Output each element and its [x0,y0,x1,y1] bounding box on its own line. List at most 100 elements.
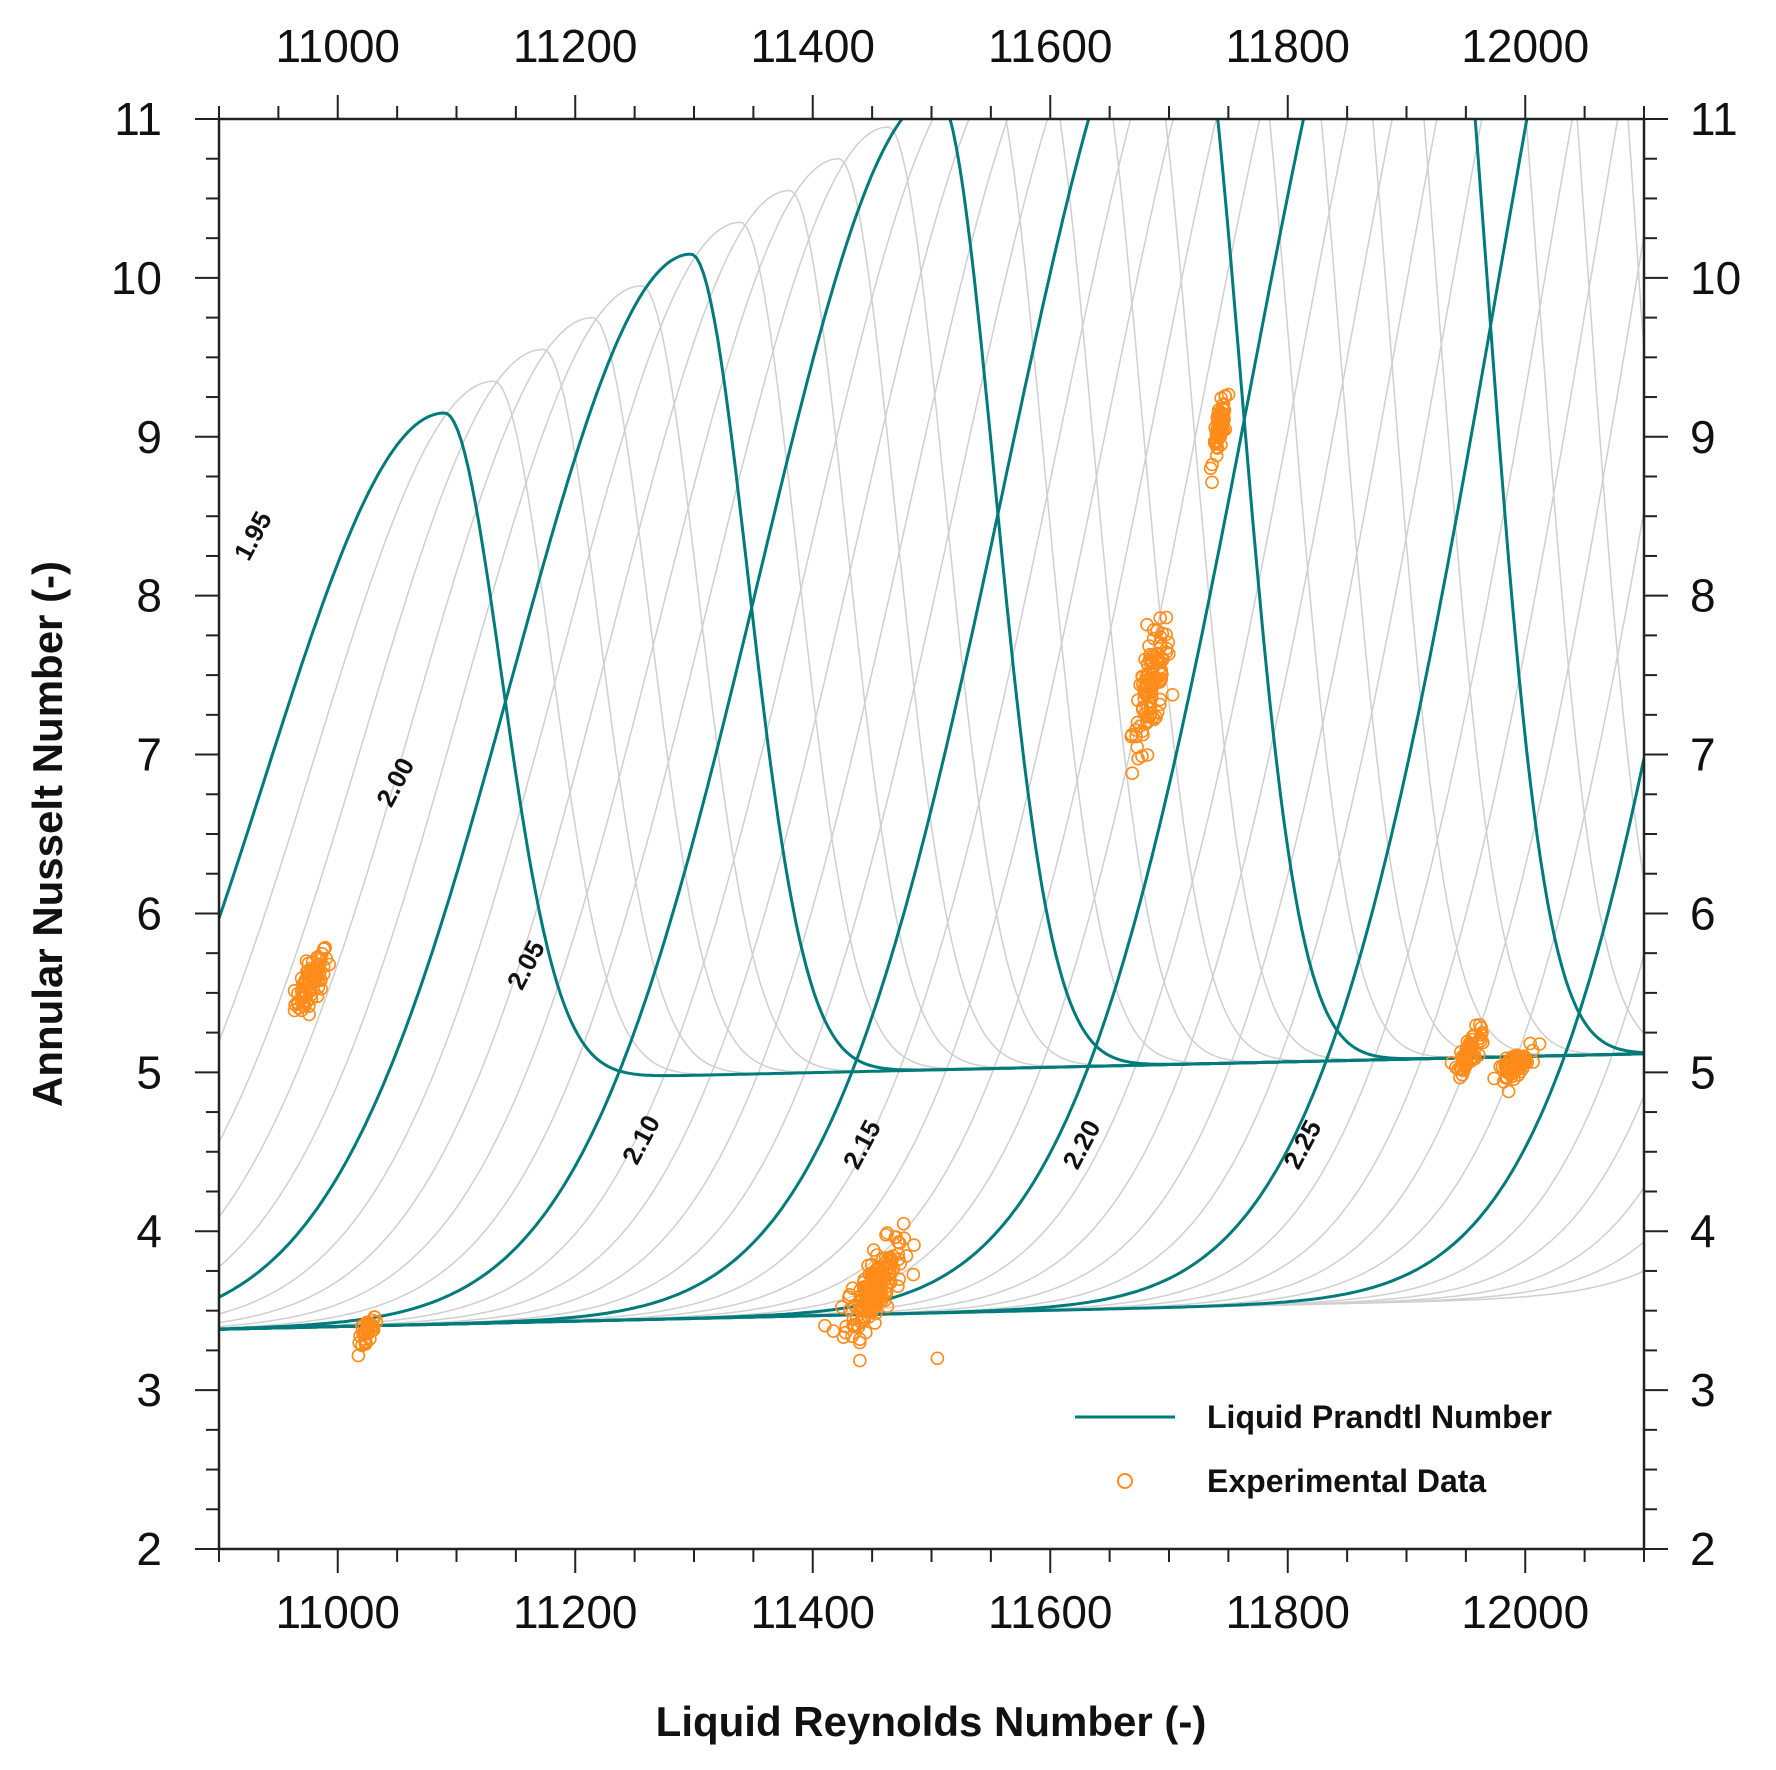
data-point [1125,766,1140,781]
x-tick-label-top: 11800 [1225,20,1350,72]
data-point [1143,681,1157,695]
data-point [351,1348,366,1363]
y-tick-label-right: 4 [1690,1205,1716,1257]
y-tick-label-left: 5 [136,1046,162,1098]
data-point [1216,398,1230,412]
data-point [369,1315,384,1329]
data-point [847,1317,861,1332]
y-tick-label-left: 3 [136,1364,162,1416]
axis-ticks [195,95,1668,1573]
data-point [300,964,314,979]
data-point [1503,1066,1518,1081]
data-point [826,1324,841,1338]
y-tick-label-right: 8 [1690,570,1716,622]
data-point [892,1272,907,1286]
experimental-data-points [287,387,1547,1368]
data-point [879,1228,893,1242]
x-tick-label-bottom: 11600 [988,1586,1113,1638]
y-tick-label-left: 8 [136,570,162,622]
x-tick-label-top: 11200 [513,20,638,72]
x-tick-label-top: 12000 [1461,20,1589,72]
data-point [1144,653,1159,668]
data-point [303,961,318,976]
data-point [311,980,326,995]
y-tick-label-left: 2 [136,1523,162,1575]
data-point [1159,610,1174,625]
data-point [1459,1042,1474,1056]
data-point [857,1272,872,1287]
x-tick-label-bottom: 11400 [750,1586,875,1638]
data-point [872,1260,887,1274]
data-point [1205,475,1219,490]
prandtl-highlight-curves [219,119,1644,1331]
data-point [930,1351,945,1366]
data-point [1210,440,1224,454]
data-point [1210,425,1224,440]
y-tick-label-left: 4 [136,1205,162,1257]
data-point [1124,729,1138,744]
data-point [839,1319,853,1334]
data-point [1154,672,1169,686]
data-point [1453,1070,1467,1085]
y-tick-label-right: 3 [1690,1364,1716,1416]
data-point [834,1300,849,1314]
x-tick-label-bottom: 12000 [1461,1586,1589,1638]
data-point [873,1279,888,1294]
data-point [322,957,337,972]
data-point [299,989,314,1003]
data-point [1133,719,1147,734]
y-tick-label-left: 10 [111,252,162,304]
y-tick-label-right: 10 [1690,252,1741,304]
data-point [1512,1053,1526,1068]
y-tick-label-right: 7 [1690,729,1716,781]
data-point [1145,710,1160,725]
data-point [316,959,331,974]
data-point [1216,409,1231,423]
y-tick-label-right: 6 [1690,887,1716,939]
y-tick-label-left: 11 [114,93,162,145]
prandtl-curve-2.25 [219,757,1644,1331]
data-point [1144,671,1158,685]
data-point [303,981,318,996]
data-point [891,1279,905,1293]
data-point [896,1216,911,1231]
data-point [868,1316,882,1330]
data-point [1209,435,1224,449]
data-point [858,1325,873,1340]
legend: Liquid Prandtl Number Experimental Data [1075,1399,1552,1499]
data-point [1140,617,1154,632]
y-tick-label-right: 9 [1690,411,1716,463]
data-point [1143,701,1158,716]
data-point [907,1238,921,1252]
data-point [353,1329,367,1343]
data-point [1214,405,1228,420]
data-point [852,1335,867,1350]
data-point [1214,391,1228,405]
data-point [842,1288,857,1302]
y-tick-label-left: 6 [136,887,162,939]
data-point [1140,748,1155,762]
data-point [1143,707,1158,722]
data-point [864,1257,879,1272]
data-point [1142,639,1156,653]
data-point [1466,1039,1480,1054]
data-point [1130,740,1144,754]
data-point [880,1226,895,1240]
data-point [314,973,328,988]
data-point [1155,651,1169,666]
data-point [1523,1036,1537,1051]
y-tick-label-left: 7 [136,729,162,781]
data-point [1221,387,1236,402]
data-point [892,1236,907,1250]
x-axis-title: Liquid Reynolds Number (-) [656,1698,1207,1745]
data-point [1140,667,1154,682]
y-tick-label-left: 9 [136,411,162,463]
y-tick-label-right: 5 [1690,1046,1716,1098]
legend-label-prandtl: Liquid Prandtl Number [1207,1399,1552,1435]
legend-marker-swatch [1117,1473,1133,1489]
data-point [1153,611,1167,625]
x-tick-label-bottom: 11000 [275,1586,400,1638]
y-axis-title: Annular Nusselt Number (-) [24,561,71,1107]
